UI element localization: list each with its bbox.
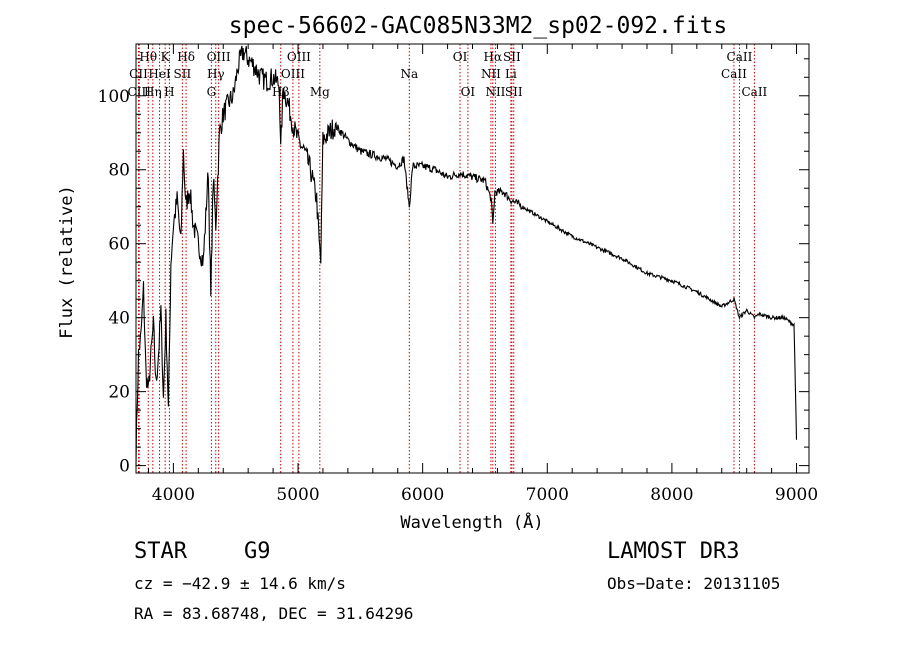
- marker-label-26: CaII: [721, 67, 747, 81]
- survey-name: LAMOST DR3: [607, 539, 740, 564]
- x-axis: 4000 5000 6000 7000 8000 9000: [147, 44, 818, 505]
- y-axis-label: Flux (relative): [57, 185, 77, 339]
- marker-label-5: Hη: [144, 85, 162, 99]
- object-class: STAR: [134, 539, 187, 564]
- marker-label-14: Hβ: [272, 85, 289, 99]
- spectrum-line: [135, 45, 798, 466]
- marker-label-0: Hθ: [139, 50, 157, 64]
- object-subclass: G9: [244, 539, 271, 564]
- marker-label-12: OIII: [287, 50, 311, 64]
- marker-label-22: Li: [505, 67, 517, 81]
- marker-label-19: Hα: [484, 50, 503, 64]
- x-tick-label: 7000: [526, 485, 569, 505]
- marker-label-11: G: [207, 85, 217, 99]
- marker-label-21: NII: [481, 67, 501, 81]
- x-tick-label: 6000: [401, 485, 444, 505]
- marker-label-27: CaII: [741, 85, 767, 99]
- x-axis-label: Wavelength (Å): [400, 511, 543, 533]
- y-tick-label: 0: [119, 457, 130, 477]
- marker-label-20: SII: [503, 50, 521, 64]
- y-axis: 0 20 40 60 80 100: [98, 58, 809, 477]
- observation-date: Obs−Date: 20131105: [607, 574, 781, 593]
- marker-label-6: H: [164, 85, 174, 99]
- marker-label-23: NII: [485, 85, 505, 99]
- marker-label-7: Hδ: [177, 50, 195, 64]
- y-tick-label: 100: [98, 87, 130, 107]
- coordinates: RA = 83.68748, DEC = 31.64296: [134, 604, 414, 623]
- y-tick-label: 20: [108, 383, 130, 403]
- x-tick-label: 4000: [152, 485, 195, 505]
- redshift-cz: cz = −42.9 ± 14.6 km/s: [134, 574, 346, 593]
- x-tick-label: 9000: [775, 485, 818, 505]
- marker-lines: [137, 44, 755, 473]
- marker-label-3: K: [161, 50, 171, 64]
- marker-label-8: SII: [174, 67, 192, 81]
- marker-label-17: OI: [453, 50, 468, 64]
- y-tick-label: 60: [108, 235, 130, 255]
- marker-label-15: Mg: [310, 85, 330, 99]
- y-tick-label: 40: [108, 309, 130, 329]
- marker-label-1: CII: [129, 67, 148, 81]
- x-tick-label: 8000: [650, 485, 693, 505]
- marker-label-24: SII: [505, 85, 523, 99]
- x-tick-label: 5000: [276, 485, 319, 505]
- marker-label-25: CaII: [727, 50, 753, 64]
- marker-label-13: OIII: [281, 67, 305, 81]
- plot-frame: [135, 43, 810, 474]
- marker-label-10: Hγ: [207, 67, 225, 81]
- marker-label-16: Na: [400, 67, 418, 81]
- y-tick-label: 80: [108, 161, 130, 181]
- marker-label-4: HeI: [148, 67, 171, 81]
- marker-label-18: OI: [461, 85, 476, 99]
- marker-label-9: OIII: [207, 50, 231, 64]
- chart-title: spec-56602-GAC085N33M2_sp02-092.fits: [229, 13, 728, 39]
